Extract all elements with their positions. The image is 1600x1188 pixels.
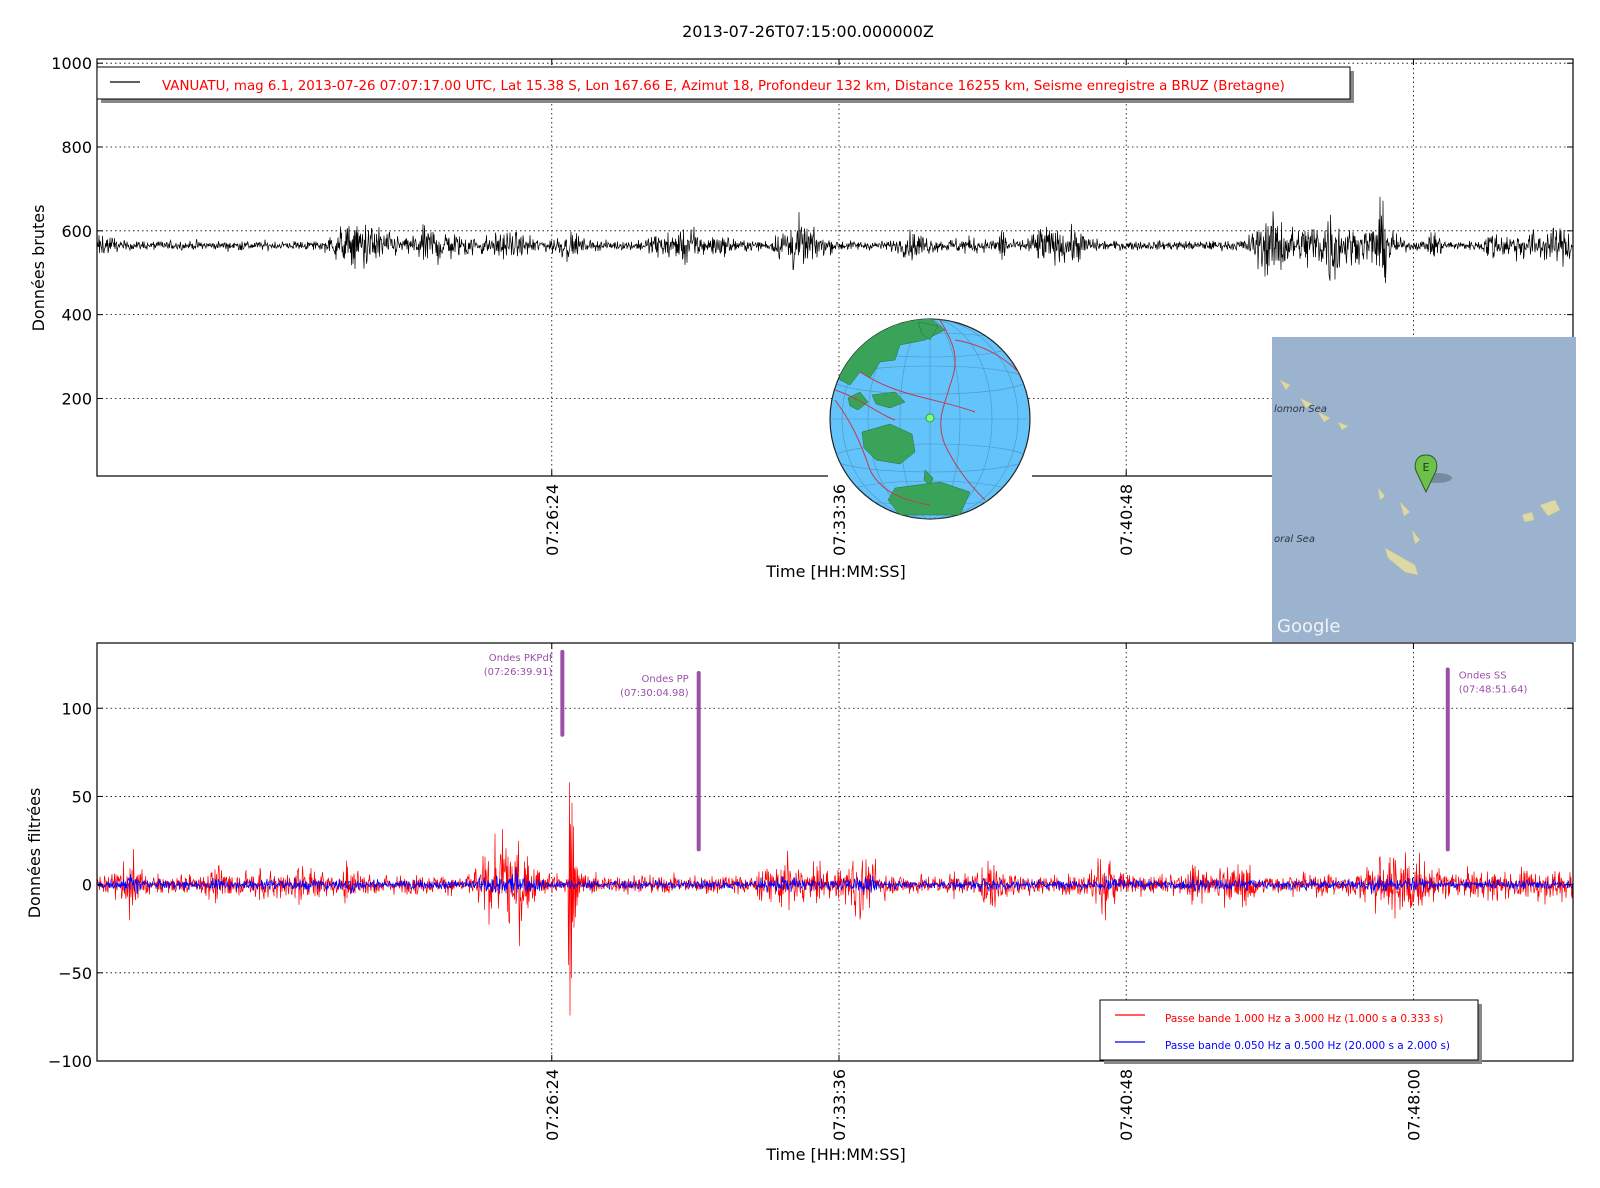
filtered-plot-frame (96, 642, 1574, 1062)
globe-plate-boundaries (834, 319, 1026, 506)
raw-ytick-label: 1000 (51, 54, 92, 73)
raw-xtick-label: 07:26:24 (543, 484, 562, 556)
map-islands (1279, 379, 1561, 576)
filtered-trace-blue (96, 866, 1573, 895)
raw-ytick-label: 400 (61, 306, 92, 325)
map-background (1272, 337, 1576, 642)
map-pin-label: E (1423, 461, 1430, 474)
wave-marker-label: Ondes PP (642, 674, 689, 685)
wave-marker-time: (07:26:39.91) (484, 667, 553, 678)
inset-globe (828, 318, 1032, 520)
legend-label-red: Passe bande 1.000 Hz a 3.000 Hz (1.000 s… (1165, 1013, 1443, 1025)
map-label-coral-sea: oral Sea (1274, 534, 1315, 545)
raw-data-panel: 200 400 600 800 1000 07:26:24 07:33:36 07:40:4… (29, 54, 1574, 581)
filtered-xtick-label: 07:40:48 (1117, 1069, 1136, 1141)
map-attribution: Google (1277, 616, 1340, 637)
wave-marker-time: (07:30:04.98) (620, 688, 689, 699)
raw-ytick-label: 800 (61, 138, 92, 157)
figure-title: 2013-07-26T07:15:00.000000Z (682, 22, 934, 41)
filtered-ytick-label: 50 (72, 787, 92, 806)
filtered-grid (97, 643, 1573, 1062)
filtered-ytick-label: 100 (61, 699, 92, 718)
wave-marker-label: Ondes PKPdf (489, 653, 553, 664)
filtered-ytick-label: 0 (82, 876, 92, 895)
filtered-data-panel: Ondes PKPdf (07:26:39.91) Ondes PP (07:30:0… (25, 642, 1574, 1164)
raw-legend-label: VANUATU, mag 6.1, 2013-07-26 07:07:17.00… (162, 79, 1285, 94)
filtered-ytick-label: −50 (58, 964, 92, 983)
raw-ytick-label: 600 (61, 222, 92, 241)
filtered-x-ticks: 07:26:24 07:33:36 07:40:48 07:48:00 (543, 643, 1423, 1141)
raw-y-ticks: 200 400 600 800 1000 (51, 54, 1573, 408)
filtered-ytick-label: −100 (48, 1052, 92, 1071)
raw-xtick-label: 07:33:36 (830, 484, 849, 556)
wave-annotations: Ondes PKPdf (07:26:39.91) Ondes PP (07:30:0… (484, 649, 1528, 852)
raw-xtick-label: 07:40:48 (1117, 484, 1136, 556)
filtered-legend: Passe bande 1.000 Hz a 3.000 Hz (1.000 s… (1099, 999, 1482, 1064)
wave-marker-label: Ondes SS (1459, 670, 1507, 681)
legend-label-blue: Passe bande 0.050 Hz a 0.500 Hz (20.000 … (1165, 1040, 1450, 1052)
raw-trace-line (96, 196, 1573, 284)
filtered-x-axis-label: Time [HH:MM:SS] (765, 1145, 906, 1164)
filtered-traces (96, 782, 1573, 1016)
epicenter-marker (925, 413, 935, 423)
map-label-solomon-sea: lomon Sea (1274, 404, 1327, 415)
raw-legend: VANUATU, mag 6.1, 2013-07-26 07:07:17.00… (96, 66, 1354, 103)
filtered-y-ticks: −100 −50 0 50 100 (48, 699, 1573, 1071)
raw-y-axis-label: Données brutes (29, 205, 48, 332)
filtered-trace-red (96, 782, 1573, 1016)
map-pin: E (1414, 454, 1452, 494)
filtered-xtick-label: 07:26:24 (543, 1069, 562, 1141)
filtered-xtick-label: 07:33:36 (830, 1069, 849, 1141)
raw-x-axis-label: Time [HH:MM:SS] (765, 562, 906, 581)
filtered-y-axis-label: Données filtrées (25, 788, 44, 919)
raw-ytick-label: 200 (61, 389, 92, 408)
filtered-xtick-label: 07:48:00 (1404, 1069, 1423, 1141)
wave-marker-time: (07:48:51.64) (1459, 684, 1528, 695)
raw-trace (96, 196, 1573, 284)
inset-map: lomon Sea oral Sea E Google (1272, 337, 1576, 642)
